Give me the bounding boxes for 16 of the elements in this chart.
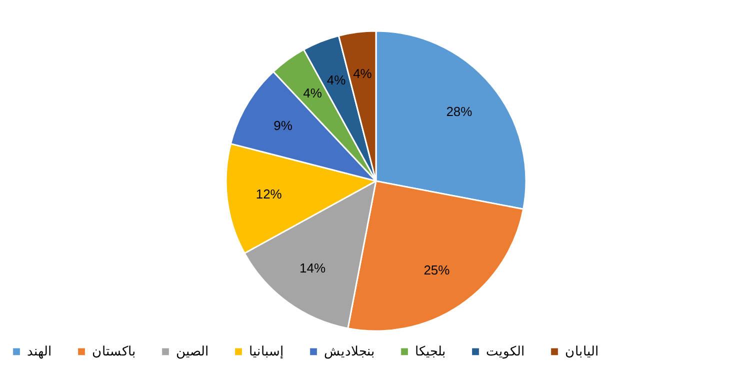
data-label: 4% [353, 66, 372, 81]
data-label: 4% [326, 72, 346, 88]
data-label: 14% [300, 260, 326, 276]
legend-label: الكويت [486, 344, 525, 360]
legend-label: بلجيكا [415, 344, 446, 359]
legend-label: الهند [27, 344, 52, 360]
legend-label: اليابان [565, 344, 599, 359]
data-label: 12% [256, 186, 282, 202]
data-label: 4% [303, 86, 322, 101]
legend-label: باكستان [92, 344, 136, 359]
legend-label: إسبانيا [249, 344, 284, 360]
data-label: 9% [274, 118, 293, 134]
data-label: 28% [446, 104, 473, 120]
legend-label: بنجلاديش [324, 344, 375, 360]
legend-label: الصين [176, 344, 209, 360]
data-label: 25% [424, 262, 450, 278]
